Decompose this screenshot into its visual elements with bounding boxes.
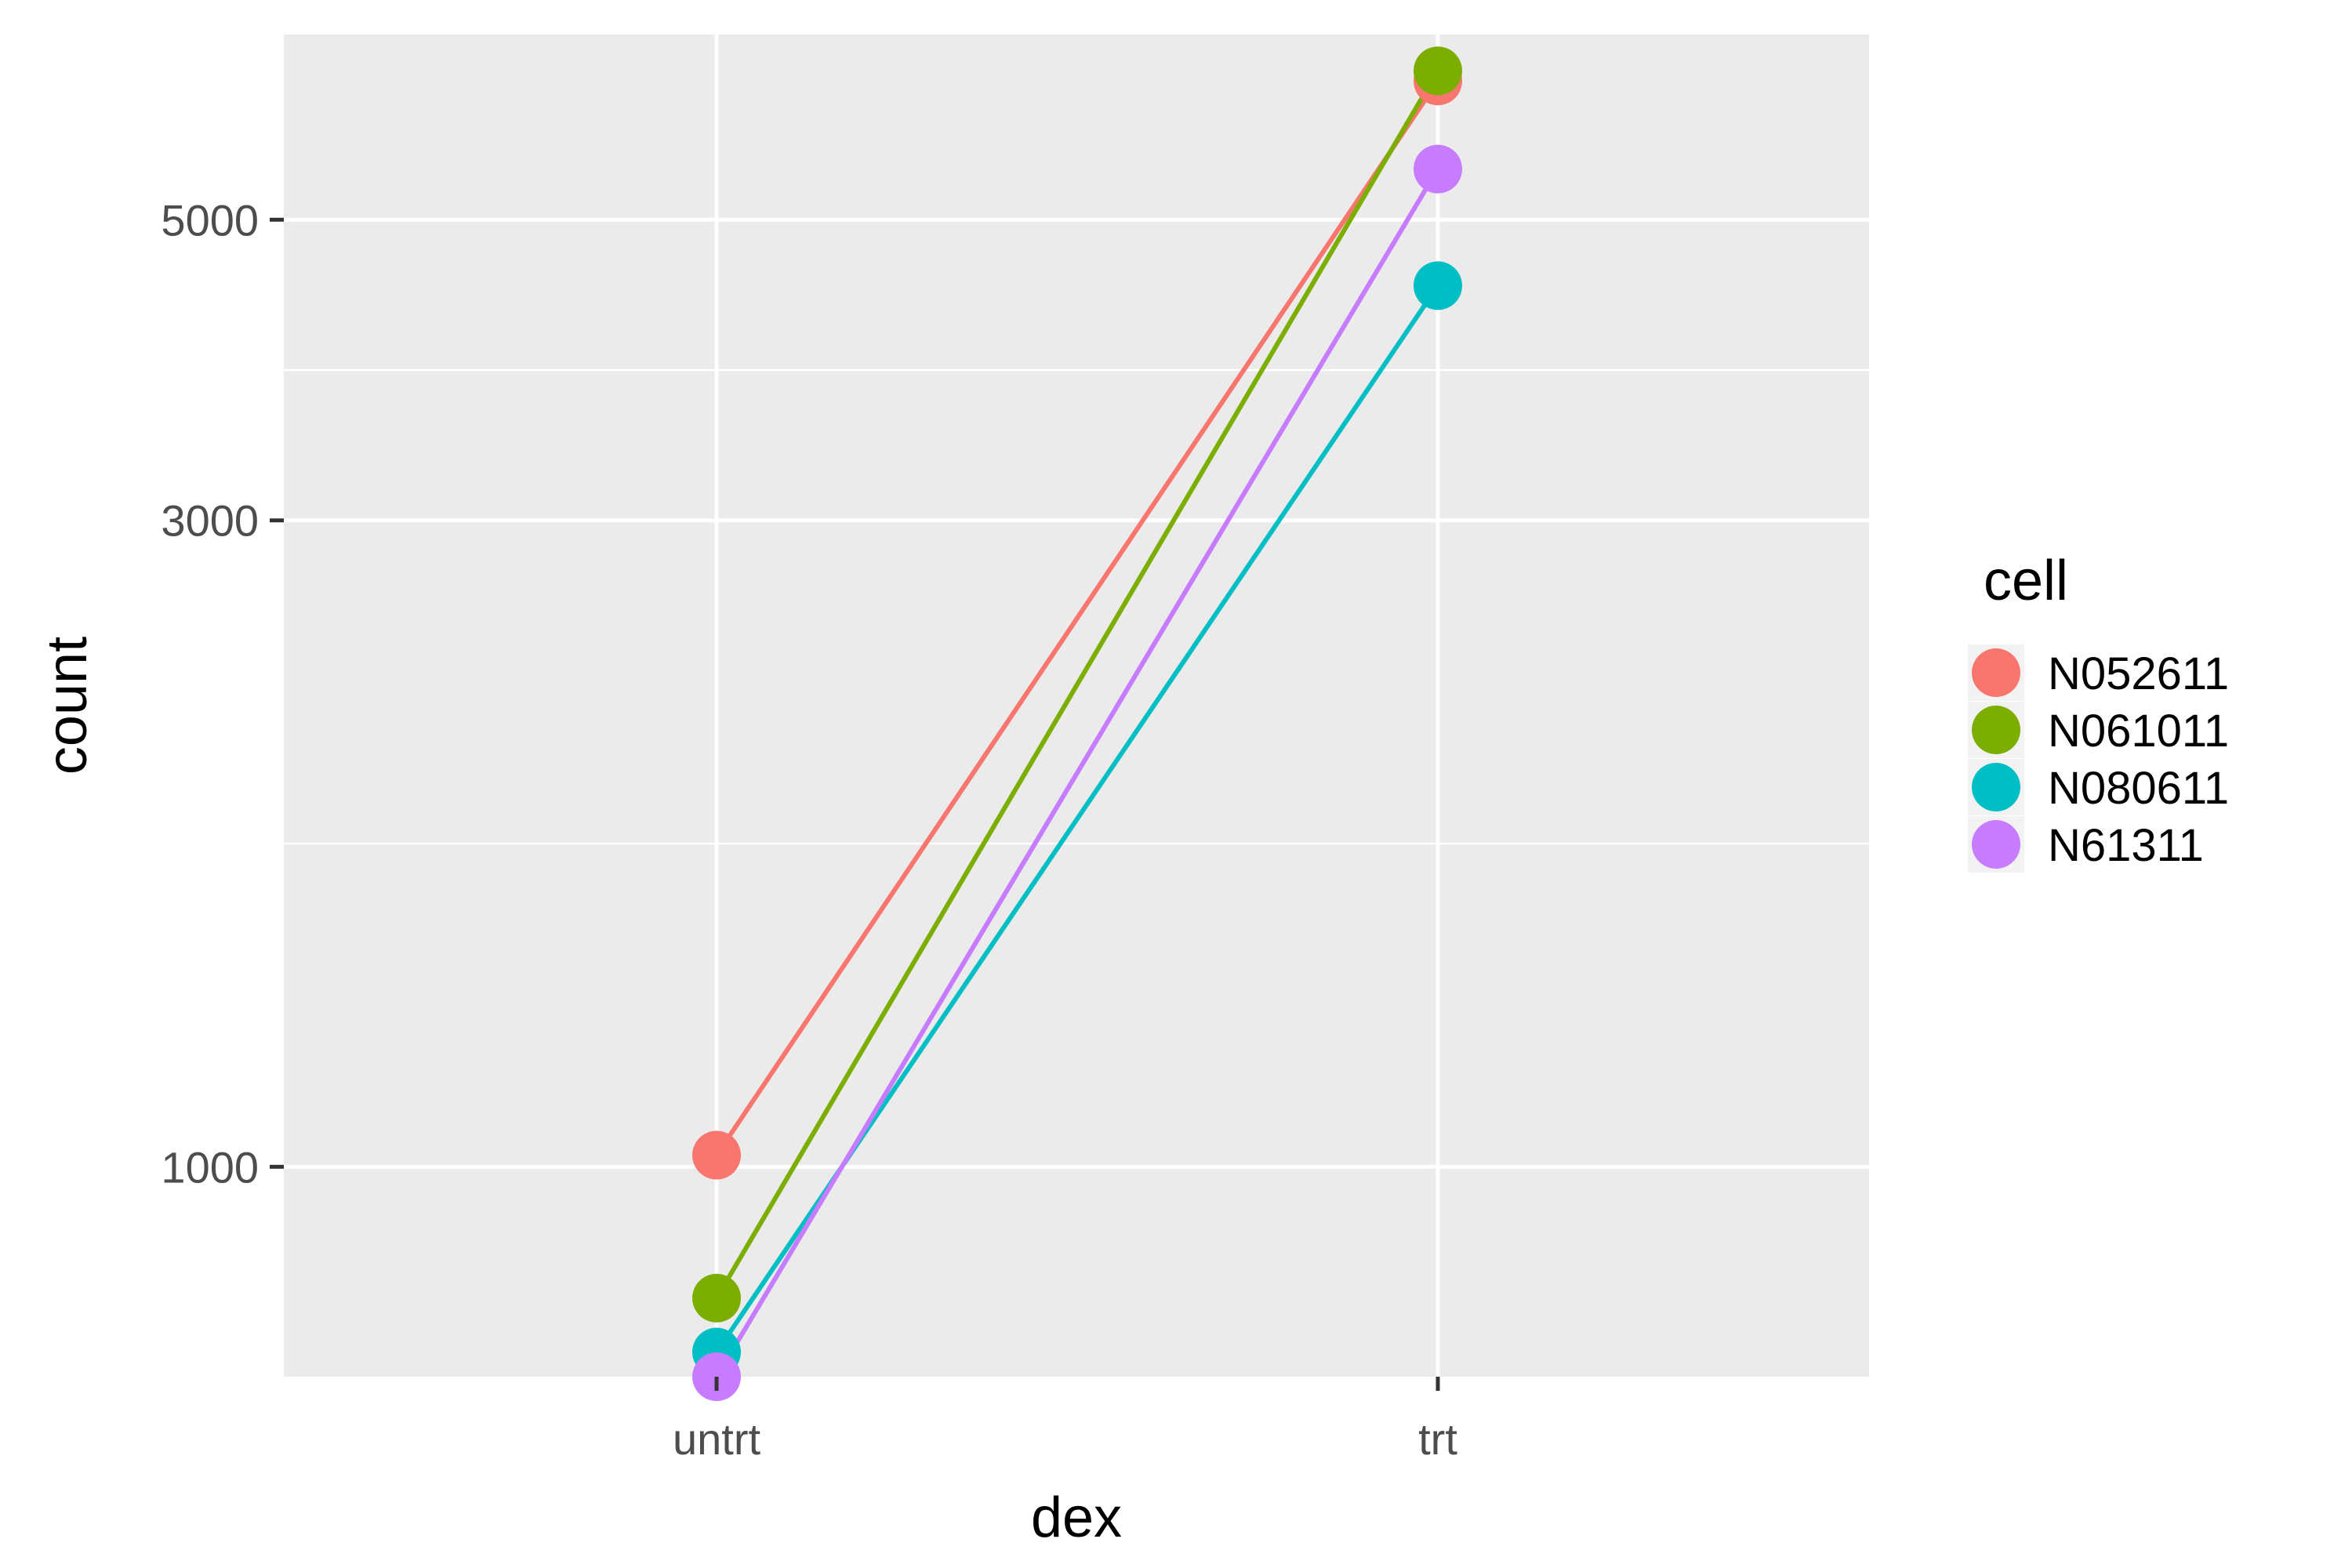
data-point-N080611-trt [1414, 261, 1462, 310]
series-line-N61311 [714, 168, 1440, 1378]
x-tick-label: trt [1418, 1414, 1457, 1464]
legend-label: N080611 [2048, 763, 2229, 814]
data-point-N61311-trt [1414, 144, 1462, 194]
series-layer [692, 46, 1462, 1401]
data-point-N061011-trt [1414, 46, 1462, 96]
series-line-N052611 [714, 79, 1440, 1157]
y-tick-label: 1000 [161, 1142, 259, 1192]
data-point-N052611-untrt [692, 1131, 741, 1180]
x-axis: untrt trt [673, 1377, 1457, 1464]
legend-key-N061011 [1972, 706, 2020, 754]
legend-key-N052611 [1972, 648, 2020, 697]
series-line-N061011 [714, 69, 1440, 1300]
y-axis: 1000 3000 5000 [161, 195, 284, 1192]
y-tick-label: 3000 [161, 496, 259, 546]
x-axis-title: dex [1031, 1486, 1122, 1549]
legend-key-N080611 [1972, 763, 2020, 811]
legend-title: cell [1984, 550, 2068, 612]
y-axis-title: count [36, 637, 99, 775]
legend-label: N61311 [2048, 820, 2204, 871]
plot-panel [284, 34, 1869, 1377]
legend-label: N061011 [2048, 706, 2229, 757]
data-point-N061011-untrt [692, 1273, 741, 1323]
legend: cell N052611 N061011 N080611 N61311 [1968, 550, 2229, 873]
grid-minor [284, 368, 1869, 845]
legend-key-N61311 [1972, 820, 2020, 869]
x-tick-label: untrt [673, 1414, 760, 1464]
y-tick-label: 5000 [161, 195, 259, 245]
legend-label: N052611 [2048, 648, 2229, 699]
